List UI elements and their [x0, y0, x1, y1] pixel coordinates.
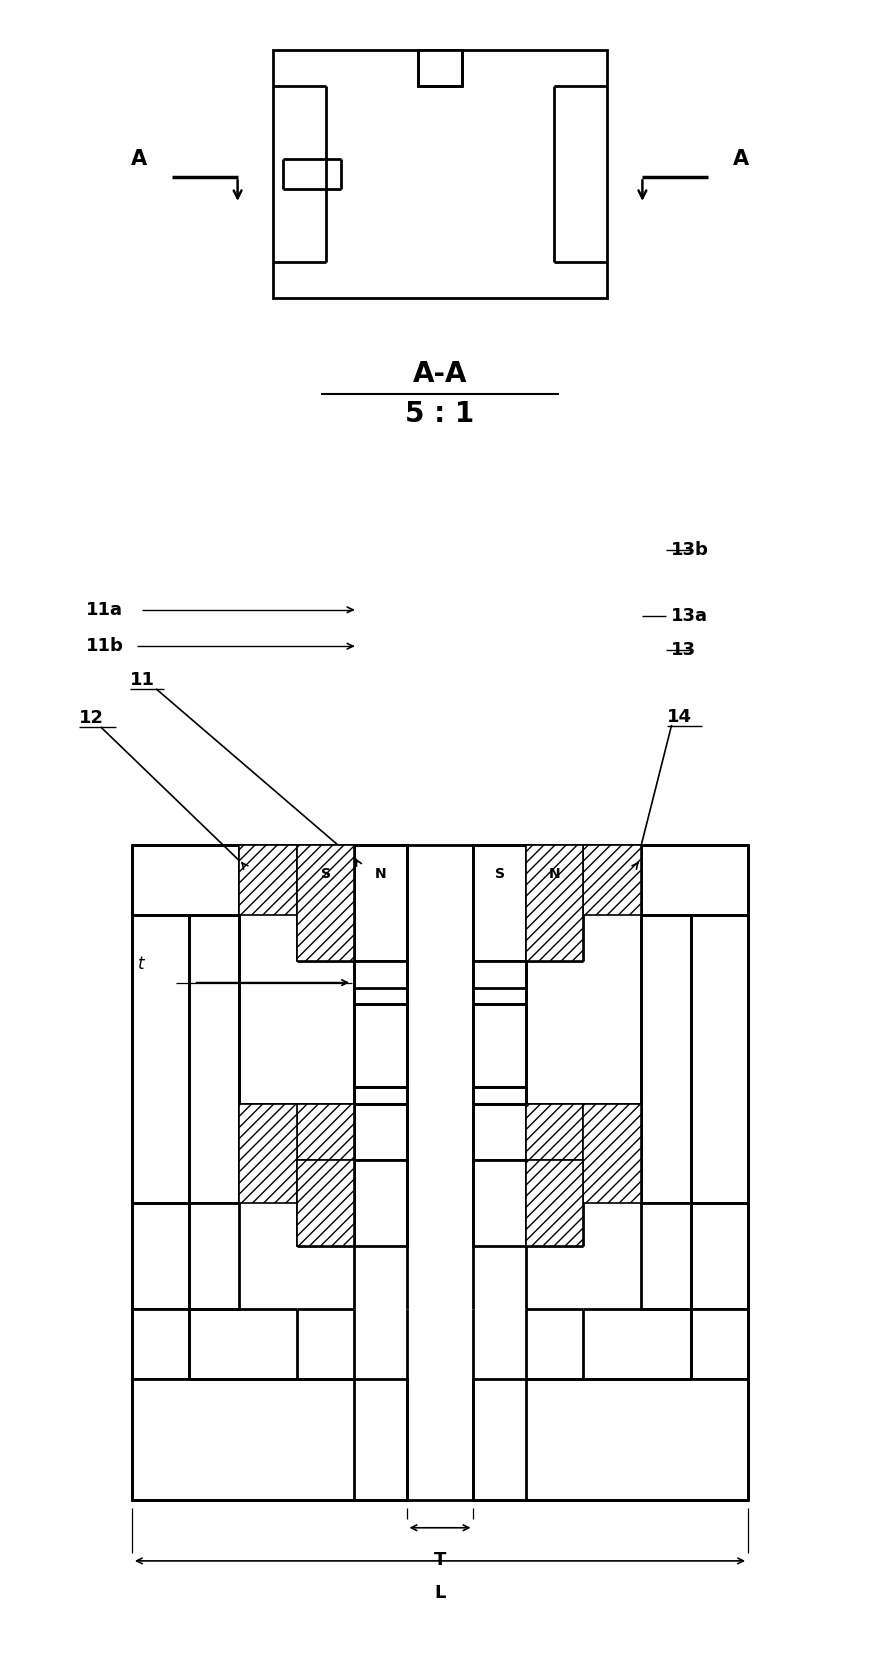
Bar — [526, 845, 583, 961]
Bar — [239, 1104, 297, 1203]
Bar — [583, 845, 641, 915]
Bar — [189, 1203, 239, 1309]
Text: N: N — [374, 867, 386, 880]
Bar — [132, 1203, 189, 1309]
Text: 11: 11 — [130, 671, 155, 689]
Bar — [189, 915, 239, 1203]
Text: 14: 14 — [667, 708, 692, 726]
Text: 12: 12 — [79, 709, 104, 727]
Bar — [691, 915, 748, 1203]
Bar — [641, 1203, 691, 1309]
Bar — [691, 1309, 748, 1379]
Bar — [473, 1379, 748, 1500]
Bar — [641, 915, 691, 1203]
Bar — [132, 915, 189, 1203]
Text: 11b: 11b — [86, 638, 124, 655]
Bar — [526, 1160, 583, 1246]
Text: 13a: 13a — [671, 608, 708, 625]
Bar — [297, 1160, 354, 1246]
Bar — [354, 1087, 407, 1104]
Bar — [239, 845, 297, 915]
Bar — [354, 845, 407, 961]
Bar — [473, 1004, 526, 1087]
Bar — [691, 1203, 748, 1309]
Bar — [132, 1309, 189, 1379]
Bar — [526, 1104, 583, 1160]
Text: T: T — [434, 1551, 446, 1569]
Text: 11a: 11a — [86, 601, 123, 618]
Bar — [273, 50, 607, 298]
Bar — [418, 50, 462, 86]
Bar — [473, 1087, 526, 1104]
Text: N: N — [548, 867, 561, 880]
Bar — [473, 1160, 526, 1246]
Text: L: L — [435, 1584, 445, 1602]
Bar — [473, 961, 526, 1004]
Text: t: t — [137, 954, 144, 973]
Bar — [473, 845, 526, 961]
Bar — [473, 1104, 526, 1160]
Bar — [354, 961, 407, 1004]
Bar — [641, 845, 748, 915]
Bar — [354, 1004, 407, 1087]
Text: A: A — [131, 149, 147, 169]
Bar — [354, 1160, 407, 1246]
Bar — [132, 845, 239, 915]
Bar — [354, 1104, 407, 1160]
Bar — [297, 1104, 354, 1160]
Text: 13: 13 — [671, 641, 695, 658]
Bar — [297, 845, 354, 961]
Text: 5 : 1: 5 : 1 — [406, 401, 474, 428]
Text: 13b: 13b — [671, 542, 708, 558]
Text: A: A — [733, 149, 749, 169]
Bar — [583, 1104, 641, 1203]
Text: S: S — [320, 867, 331, 880]
Text: A-A: A-A — [413, 361, 467, 388]
Text: S: S — [495, 867, 505, 880]
Bar — [132, 1379, 407, 1500]
